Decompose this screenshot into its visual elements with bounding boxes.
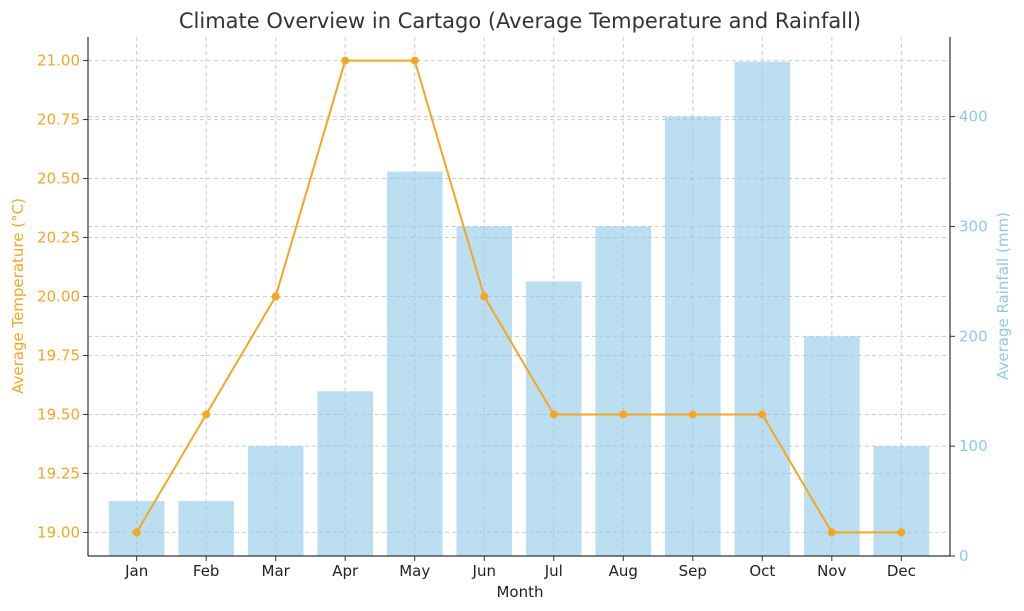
left-tick-label: 19.00 [37, 523, 80, 541]
rainfall-bar [456, 226, 513, 556]
rainfall-bar [525, 281, 582, 556]
x-tick-label: Mar [262, 562, 291, 580]
x-axis-label: Month [496, 583, 543, 601]
left-tick-label: 19.75 [37, 346, 80, 364]
temperature-point [688, 410, 697, 419]
temperature-point [619, 410, 628, 419]
x-tick-label: May [399, 562, 430, 580]
right-tick-label: 0 [959, 547, 969, 565]
rainfall-bar [734, 61, 791, 556]
left-axis-label: Average Temperature (°C) [9, 198, 27, 394]
left-tick-label: 20.25 [37, 229, 80, 247]
right-tick-label: 200 [959, 327, 988, 345]
temperature-series-line [135, 59, 902, 534]
rainfall-bar [178, 501, 234, 556]
temperature-point [480, 292, 489, 301]
temperature-point [549, 410, 558, 419]
x-tick-label: Aug [609, 562, 638, 580]
x-tick-label: Oct [749, 562, 775, 580]
rainfall-bar [386, 171, 443, 557]
left-tick-label: 20.00 [37, 288, 80, 306]
rainfall-bars [108, 61, 930, 557]
temperature-point [341, 56, 350, 65]
x-tick-label: Apr [332, 562, 359, 580]
rainfall-bar [247, 446, 304, 556]
rainfall-bar [873, 446, 930, 556]
x-tick-label: Feb [193, 562, 220, 580]
temperature-point [132, 528, 141, 537]
right-tick-label: 300 [959, 217, 988, 235]
x-tick-label: Sep [679, 562, 707, 580]
left-tick-label: 19.50 [37, 405, 80, 423]
axes [83, 37, 955, 561]
right-tick-label: 100 [959, 437, 988, 455]
chart-title: Climate Overview in Cartago (Average Tem… [179, 9, 861, 33]
rainfall-bar [804, 336, 860, 556]
tick-labels: 19.00 19.25 19.50 19.75 20.00 20.25 20.50 20.75… [37, 52, 988, 580]
temperature-point [271, 292, 280, 301]
rainfall-bar [595, 226, 652, 556]
temperature-point [410, 56, 419, 65]
temperature-point [897, 528, 906, 537]
temperature-point [827, 528, 836, 537]
rainfall-bar [664, 116, 721, 556]
right-tick-label: 400 [959, 108, 988, 126]
x-tick-label: Jan [124, 562, 148, 580]
temperature-point [758, 410, 767, 419]
right-axis-label: Average Rainfall (mm) [994, 212, 1012, 380]
x-tick-label: Jun [472, 562, 496, 580]
left-tick-label: 20.75 [37, 111, 80, 129]
x-tick-label: Jul [544, 562, 563, 580]
temperature-point [202, 410, 211, 419]
temperature-line [132, 56, 906, 537]
left-tick-label: 19.25 [37, 464, 80, 482]
rainfall-bar [317, 391, 374, 556]
left-tick-label: 20.50 [37, 170, 80, 188]
x-tick-label: Dec [887, 562, 916, 580]
x-tick-label: Nov [817, 562, 846, 580]
left-tick-label: 21.00 [37, 52, 80, 70]
